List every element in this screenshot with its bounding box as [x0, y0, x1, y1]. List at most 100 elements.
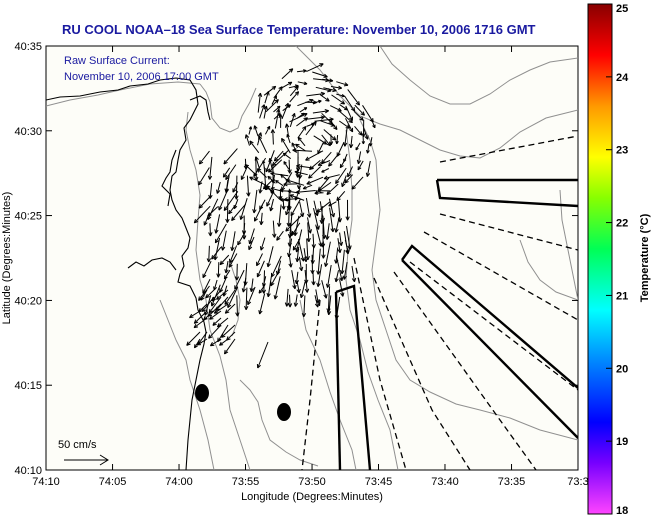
current-vector-head — [323, 76, 328, 78]
y-tick-label: 40:25 — [14, 211, 42, 223]
current-vector — [317, 264, 323, 287]
current-vector — [343, 262, 348, 280]
current-vector — [273, 105, 281, 113]
current-vector-head — [260, 221, 264, 226]
current-vector-head — [294, 279, 297, 284]
current-vector — [294, 294, 298, 307]
current-vector-head — [356, 159, 359, 164]
current-vector — [344, 239, 349, 254]
current-vector-head — [347, 174, 352, 178]
current-vector-head — [223, 161, 228, 165]
current-vector-head — [292, 285, 296, 290]
current-vector-head — [339, 277, 343, 282]
current-vector — [296, 280, 300, 293]
current-vector-head — [266, 292, 269, 297]
x-tick-label: 74:05 — [99, 476, 127, 488]
current-vector-head — [265, 105, 268, 111]
current-vector-head — [198, 159, 201, 165]
current-vector-head — [344, 82, 349, 86]
y-axis-ticks: 40:10 40:15 40:20 40:25 40:30 40:35 — [14, 41, 578, 477]
current-vector-head — [301, 266, 304, 271]
current-vector-head — [300, 213, 304, 218]
current-vector-head — [224, 188, 227, 193]
current-vector-head — [324, 73, 328, 78]
current-vector-head — [267, 293, 271, 298]
current-vector — [225, 261, 229, 274]
current-vector — [315, 224, 322, 247]
current-vector-head — [332, 90, 337, 93]
y-tick-label: 40:15 — [14, 380, 42, 392]
current-vector — [249, 140, 260, 154]
current-vector-head — [308, 174, 311, 179]
sector-wedges — [334, 178, 578, 470]
current-vector-head — [350, 118, 353, 123]
current-vector-head — [249, 287, 252, 292]
current-vector-head — [224, 351, 229, 355]
current-vector — [336, 93, 345, 97]
y-axis-label: Latitude (Degrees:Minutes) — [1, 192, 13, 325]
current-vector-head — [202, 274, 207, 279]
current-vector-head — [314, 212, 318, 217]
current-vector — [315, 86, 332, 92]
current-vector — [295, 143, 306, 152]
current-vector-head — [276, 237, 281, 241]
current-vector-head — [257, 92, 261, 97]
current-vector — [314, 118, 334, 122]
current-vector — [207, 206, 219, 217]
current-vector — [328, 295, 332, 315]
current-vector-head — [332, 87, 337, 92]
current-vector — [298, 256, 303, 271]
current-vector-head — [308, 237, 311, 242]
current-vector — [227, 287, 238, 308]
bathymetry-contours — [46, 46, 578, 470]
current-vector — [314, 192, 324, 194]
current-vector-head — [320, 243, 324, 248]
current-vector-head — [291, 112, 295, 117]
current-vector-head — [340, 269, 343, 275]
current-vector — [357, 151, 362, 164]
current-vector-head — [268, 91, 270, 96]
current-vector-head — [322, 143, 327, 145]
current-vector — [281, 68, 294, 80]
current-vector-head — [309, 168, 314, 170]
current-vector-head — [353, 107, 356, 112]
current-vector-head — [339, 218, 343, 223]
current-vector-head — [351, 278, 355, 283]
current-vector-head — [219, 262, 224, 266]
current-vector-head — [326, 310, 330, 315]
current-vector-head — [308, 176, 313, 179]
current-vector-head — [325, 263, 329, 267]
current-vector — [266, 190, 275, 207]
current-vector-head — [350, 108, 355, 112]
colorbar — [587, 3, 613, 515]
current-vector — [237, 231, 246, 246]
current-vector-head — [313, 244, 316, 249]
current-vector-head — [270, 171, 275, 174]
current-vector-head — [297, 91, 300, 96]
current-vector-head — [297, 137, 300, 142]
current-vector-head — [318, 243, 322, 247]
current-vector-head — [323, 178, 329, 180]
current-vector — [291, 142, 298, 153]
current-vector — [203, 212, 210, 226]
current-vector-head — [326, 97, 330, 102]
current-vector-head — [306, 238, 310, 243]
current-vector — [214, 303, 229, 314]
current-vector-head — [334, 277, 337, 283]
current-vector-head — [321, 159, 324, 164]
current-vector — [256, 260, 265, 278]
current-vector-head — [326, 143, 331, 147]
current-vector — [245, 134, 250, 146]
current-vector-head — [320, 115, 325, 118]
current-vector-head — [219, 289, 224, 293]
current-vector-head — [261, 289, 265, 294]
current-vector-head — [216, 295, 219, 300]
current-vector — [286, 288, 289, 307]
current-vector-head — [254, 125, 258, 129]
current-vector — [298, 238, 304, 262]
current-vector-head — [208, 232, 211, 237]
current-vector — [303, 248, 307, 262]
current-vector — [274, 109, 280, 129]
current-vector-head — [207, 314, 213, 317]
current-vector-head — [231, 218, 236, 221]
